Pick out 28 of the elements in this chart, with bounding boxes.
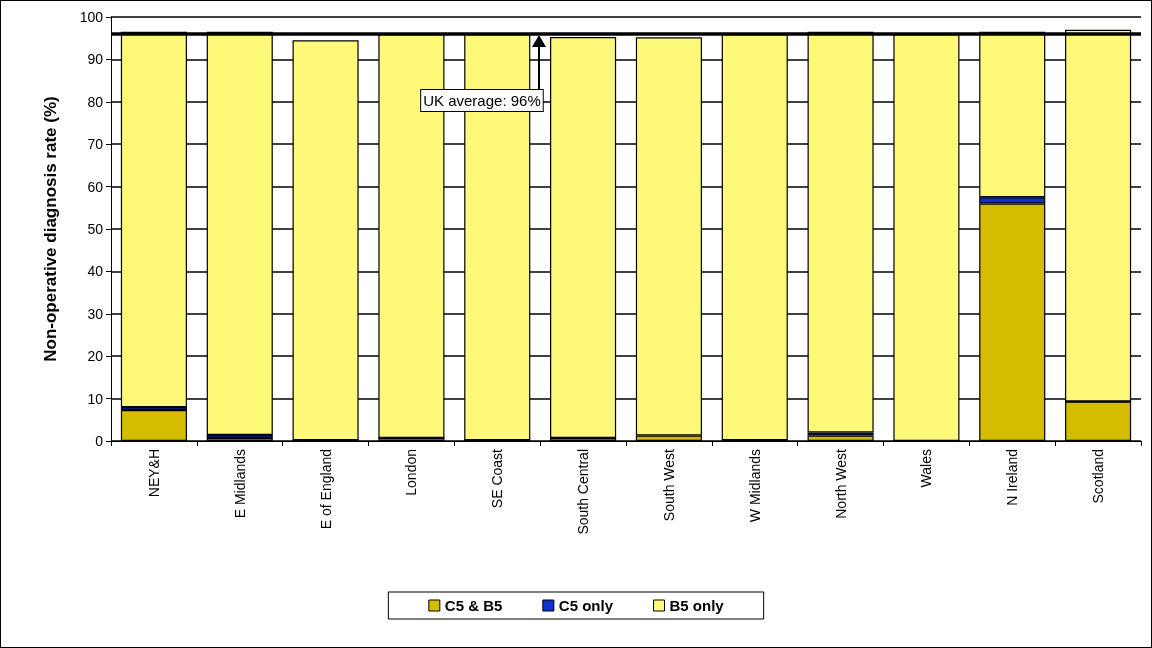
x-tick-label: E of England bbox=[317, 449, 334, 530]
x-tick-label: E Midlands bbox=[231, 449, 248, 519]
legend-label: C5 & B5 bbox=[444, 597, 503, 614]
x-tick-label: W Midlands bbox=[746, 449, 763, 523]
y-tick-label: 40 bbox=[87, 263, 104, 280]
y-tick-label: 90 bbox=[87, 51, 104, 68]
y-tick-label: 30 bbox=[87, 305, 104, 322]
ref-line-label: UK average: 96% bbox=[423, 91, 541, 109]
x-tick-label: NEY&H bbox=[145, 449, 162, 498]
x-tick-label: Scotland bbox=[1090, 449, 1107, 504]
y-tick-label: 60 bbox=[87, 178, 104, 195]
x-tick-label: South Central bbox=[575, 449, 592, 535]
y-tick-label: 80 bbox=[87, 93, 104, 110]
legend-label: B5 only bbox=[669, 597, 725, 614]
y-tick-label: 70 bbox=[87, 136, 104, 153]
x-tick-label: North West bbox=[832, 448, 849, 519]
x-tick-label: N Ireland bbox=[1004, 449, 1021, 506]
y-axis-title: Non-operative diagnosis rate (%) bbox=[41, 96, 60, 362]
y-tick-label: 50 bbox=[87, 221, 104, 237]
x-tick-label: Wales bbox=[918, 449, 935, 488]
legend-label: C5 only bbox=[558, 597, 614, 614]
y-tick-label: 10 bbox=[87, 390, 104, 407]
y-tick-label: 0 bbox=[95, 433, 104, 449]
x-tick-label: South West bbox=[660, 448, 677, 522]
y-tick-label: 100 bbox=[79, 9, 104, 25]
x-tick-label: SE Coast bbox=[489, 448, 506, 509]
y-tick-label: 20 bbox=[87, 348, 104, 365]
x-tick-label: London bbox=[403, 449, 420, 496]
